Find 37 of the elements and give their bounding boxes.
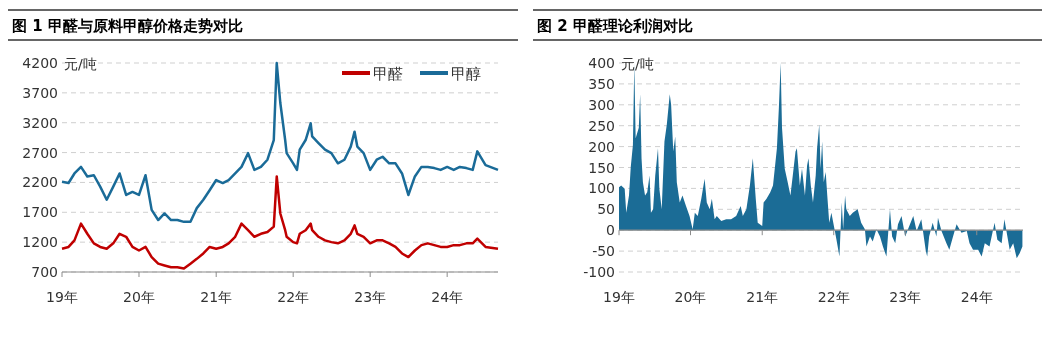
y-tick-label: 700 bbox=[31, 264, 58, 280]
chart-title: 图 1 甲醛与原料甲醇价格走势对比 bbox=[12, 17, 243, 35]
x-tick-label: 21年 bbox=[746, 289, 779, 305]
x-tick-label: 22年 bbox=[277, 289, 310, 305]
y-tick-label: 1700 bbox=[22, 204, 58, 221]
x-tick-label: 24年 bbox=[431, 289, 464, 305]
y-tick-label: -50 bbox=[592, 243, 615, 260]
chart-title: 图 2 甲醛理论利润对比 bbox=[537, 17, 693, 35]
x-tick-label: 19年 bbox=[603, 289, 635, 305]
y-tick-label: 4200 bbox=[22, 55, 58, 71]
y-tick-label: -100 bbox=[583, 264, 615, 280]
x-tick-label: 20年 bbox=[674, 289, 707, 305]
y-tick-label: 350 bbox=[588, 75, 615, 92]
x-tick-label: 24年 bbox=[960, 289, 993, 305]
y-tick-label: 300 bbox=[588, 96, 615, 113]
y-tick-label: 2200 bbox=[22, 174, 58, 191]
x-tick-label: 21年 bbox=[200, 289, 233, 305]
y-axis-title: 元/吨 bbox=[64, 56, 97, 72]
y-tick-label: 200 bbox=[588, 138, 615, 155]
legend-label: 甲醇 bbox=[451, 65, 481, 83]
y-tick-label: 1200 bbox=[22, 234, 58, 251]
y-tick-label: 150 bbox=[588, 159, 615, 176]
legend-label: 甲醛 bbox=[373, 65, 403, 83]
x-tick-label: 20年 bbox=[123, 289, 155, 305]
y-tick-label: 0 bbox=[606, 222, 615, 239]
x-tick-label: 23年 bbox=[354, 289, 387, 305]
y-tick-label: 3200 bbox=[22, 114, 58, 131]
x-tick-label: 22年 bbox=[817, 289, 850, 305]
x-tick-label: 19年 bbox=[46, 289, 78, 305]
y-tick-label: 400 bbox=[588, 55, 615, 71]
y-tick-label: 100 bbox=[588, 180, 615, 197]
x-tick-label: 23年 bbox=[889, 289, 922, 305]
y-tick-label: 3700 bbox=[22, 84, 58, 101]
y-axis-title: 元/吨 bbox=[621, 56, 654, 72]
y-tick-label: 2700 bbox=[22, 144, 58, 161]
y-tick-label: 250 bbox=[588, 117, 615, 134]
y-tick-label: 50 bbox=[597, 201, 615, 218]
